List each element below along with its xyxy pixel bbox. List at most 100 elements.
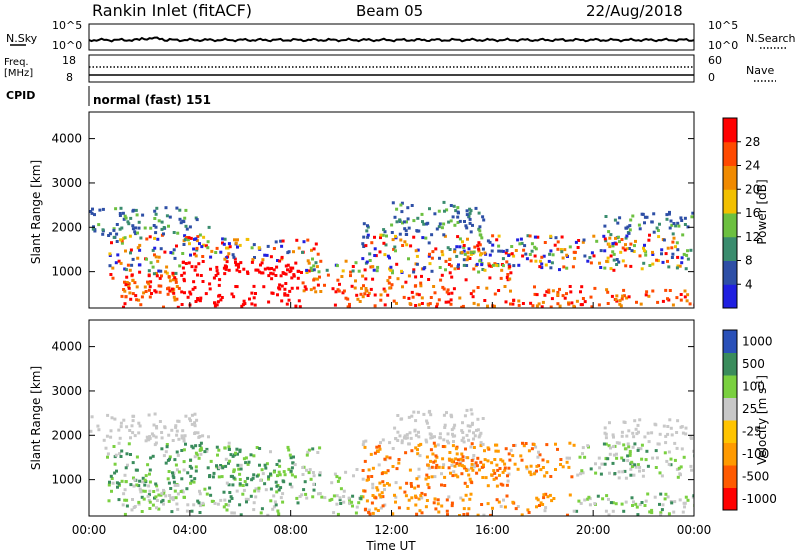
heatmap-cell <box>318 275 321 279</box>
heatmap-cell <box>355 468 359 471</box>
heatmap-cell <box>654 449 658 453</box>
heatmap-cell <box>680 425 684 429</box>
heatmap-cell <box>679 465 683 469</box>
heatmap-cell <box>205 449 209 453</box>
heatmap-cell <box>111 276 115 280</box>
heatmap-cell <box>614 298 618 302</box>
heatmap-cell <box>425 499 429 502</box>
heatmap-cell <box>462 507 466 511</box>
heatmap-cell <box>517 303 521 307</box>
heatmap-cell <box>632 500 635 504</box>
heatmap-cell <box>568 245 572 249</box>
heatmap-cell <box>154 435 158 439</box>
heatmap-cell <box>174 280 178 284</box>
heatmap-cell <box>653 495 657 499</box>
heatmap-cell <box>194 451 198 455</box>
heatmap-cell <box>454 447 458 451</box>
power-colorbar-block <box>723 118 737 143</box>
heatmap-cell <box>109 273 113 276</box>
heatmap-cell <box>615 263 619 266</box>
heatmap-cell <box>378 481 382 485</box>
heatmap-cell <box>196 499 200 503</box>
heatmap-cell <box>93 213 96 217</box>
heatmap-cell <box>175 297 179 301</box>
heatmap-cell <box>395 207 399 211</box>
heatmap-cell <box>443 475 447 479</box>
heatmap-cell <box>118 214 122 217</box>
heatmap-cell <box>611 242 615 246</box>
heatmap-cell <box>638 254 642 258</box>
heatmap-cell <box>167 499 171 503</box>
x-tick-label: 00:00 <box>677 523 712 537</box>
heatmap-cell <box>304 492 308 496</box>
heatmap-cell <box>117 259 121 263</box>
heatmap-cell <box>427 303 430 307</box>
heatmap-cell <box>106 455 109 459</box>
heatmap-cell <box>586 259 590 263</box>
heatmap-cell <box>305 468 308 472</box>
heatmap-cell <box>182 439 186 443</box>
heatmap-cell <box>627 429 631 433</box>
heatmap-cell <box>686 257 690 261</box>
heatmap-cell <box>507 472 511 476</box>
heatmap-cell <box>183 238 187 242</box>
heatmap-cell <box>537 464 541 468</box>
heatmap-cell <box>373 254 377 257</box>
heatmap-cell <box>175 285 179 288</box>
heatmap-cell <box>134 468 138 472</box>
heatmap-cell <box>573 256 577 260</box>
heatmap-cell <box>391 201 395 205</box>
heatmap-cell <box>471 468 475 472</box>
heatmap-cell <box>172 278 175 282</box>
heatmap-cell <box>258 447 262 450</box>
heatmap-cell <box>445 509 449 513</box>
heatmap-cell <box>111 481 115 485</box>
heatmap-cell <box>223 272 227 276</box>
heatmap-cell <box>657 235 661 239</box>
heatmap-cell <box>445 290 449 294</box>
heatmap-cell <box>403 434 407 438</box>
heatmap-cell <box>483 299 487 302</box>
heatmap-cell <box>556 447 559 451</box>
heatmap-cell <box>198 233 202 237</box>
heatmap-cell <box>576 246 580 249</box>
heatmap-cell <box>131 278 135 282</box>
heatmap-cell <box>185 227 189 231</box>
heatmap-cell <box>437 298 441 302</box>
heatmap-cell <box>554 442 557 446</box>
heatmap-cell <box>194 254 198 258</box>
heatmap-cell <box>681 233 685 237</box>
heatmap-cell <box>387 483 391 487</box>
heatmap-cell <box>462 263 466 267</box>
heatmap-cell <box>119 238 123 242</box>
heatmap-cell <box>572 509 576 513</box>
heatmap-cell <box>195 246 199 250</box>
heatmap-cell <box>381 480 385 484</box>
heatmap-cell <box>148 295 152 299</box>
heatmap-cell <box>203 487 207 491</box>
heatmap-cell <box>456 221 460 224</box>
heatmap-cell <box>281 500 285 504</box>
heatmap-cell <box>429 448 433 452</box>
heatmap-cell <box>215 445 219 449</box>
heatmap-cell <box>275 463 279 466</box>
heatmap-cell <box>683 289 687 293</box>
heatmap-cell <box>556 293 560 297</box>
heatmap-cell <box>577 239 581 242</box>
heatmap-cell <box>379 293 383 297</box>
heatmap-cell <box>565 456 569 460</box>
heatmap-cell <box>666 259 669 263</box>
heatmap-cell <box>648 264 652 267</box>
heatmap-cell <box>497 249 501 253</box>
heatmap-cell <box>570 301 574 305</box>
heatmap-cell <box>556 247 560 251</box>
heatmap-cell <box>548 252 552 256</box>
heatmap-cell <box>472 437 475 441</box>
heatmap-cell <box>614 502 618 506</box>
heatmap-cell <box>178 264 182 268</box>
heatmap-cell <box>162 454 166 458</box>
heatmap-cell <box>138 424 142 428</box>
heatmap-cell <box>367 508 371 512</box>
heatmap-cell <box>528 234 532 238</box>
